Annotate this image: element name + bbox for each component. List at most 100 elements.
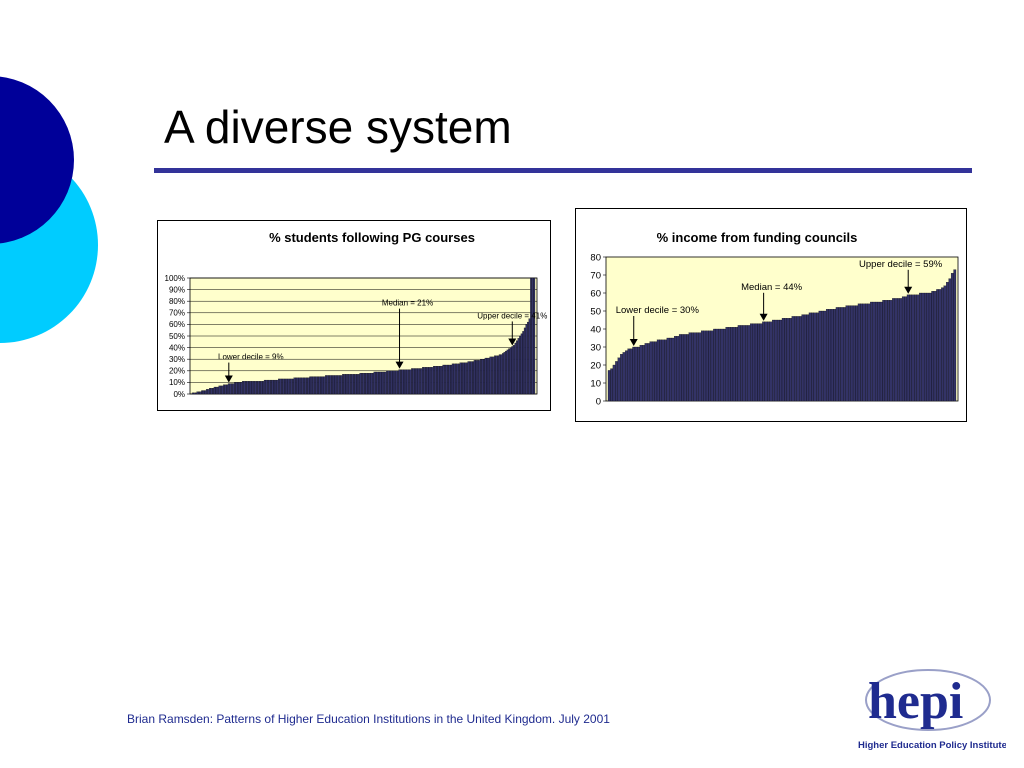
bar — [273, 379, 276, 395]
bar — [659, 339, 663, 402]
bar — [459, 362, 462, 395]
bar — [315, 376, 318, 395]
bar — [509, 347, 512, 395]
y-tick-label: 40% — [169, 343, 185, 352]
bar — [715, 328, 719, 402]
y-tick-label: 20% — [169, 367, 185, 376]
bar — [376, 371, 379, 395]
bar — [769, 321, 773, 402]
bar — [408, 369, 410, 395]
bar — [362, 372, 365, 395]
bar — [251, 381, 254, 395]
bar — [752, 323, 756, 402]
bar — [403, 369, 406, 395]
bar — [754, 323, 758, 402]
bar — [351, 374, 354, 395]
bar — [779, 319, 783, 402]
bar — [268, 379, 271, 395]
bar — [533, 277, 536, 395]
bar — [212, 388, 215, 395]
bar — [527, 321, 529, 395]
bar — [786, 318, 790, 402]
y-tick-label: 80% — [169, 297, 185, 306]
annotation-arrowhead — [629, 339, 638, 346]
bar — [224, 384, 227, 395]
bar — [495, 355, 498, 395]
bar — [359, 372, 362, 395]
annotation-arrowhead — [904, 286, 913, 294]
bar — [243, 381, 246, 395]
bar — [342, 374, 345, 395]
bar — [681, 334, 685, 402]
bar — [892, 298, 895, 402]
bar — [465, 362, 468, 395]
bar — [512, 345, 515, 395]
bar — [201, 390, 204, 395]
annotation-label: Median = 44% — [741, 282, 803, 293]
bar — [241, 381, 244, 395]
bar — [894, 298, 898, 402]
bar — [448, 364, 451, 395]
bar — [288, 378, 291, 395]
funding-income-chart-svg: % income from funding councils 0 10 20 30 40 5… — [590, 230, 959, 407]
bar — [622, 352, 626, 402]
bar — [397, 370, 399, 395]
bar — [215, 386, 218, 395]
bar — [221, 385, 224, 395]
bar — [392, 370, 395, 395]
bar — [517, 338, 520, 395]
bar — [718, 328, 721, 402]
bar — [674, 336, 677, 402]
bar — [428, 367, 431, 395]
bar — [615, 361, 618, 402]
bar — [740, 325, 743, 402]
bar — [249, 381, 252, 395]
bar — [202, 390, 205, 395]
bar — [816, 312, 819, 402]
bar — [191, 392, 194, 395]
bar — [669, 337, 672, 402]
annotation-arrowhead — [759, 313, 768, 321]
bar — [705, 330, 709, 402]
bar — [292, 378, 294, 395]
bar — [808, 312, 812, 402]
bar — [431, 367, 434, 395]
bar — [823, 310, 827, 402]
bar — [411, 368, 413, 395]
bar — [950, 273, 954, 402]
bar — [914, 294, 917, 402]
bar — [356, 374, 359, 395]
bar — [799, 316, 802, 402]
bar — [501, 353, 504, 395]
bar — [226, 384, 229, 395]
bar — [467, 361, 470, 395]
bar — [676, 336, 680, 402]
bar — [629, 348, 633, 402]
bar — [481, 359, 484, 395]
bar — [911, 294, 915, 402]
bar — [437, 366, 440, 395]
bar — [453, 363, 456, 395]
bar — [381, 371, 384, 395]
bar — [196, 391, 199, 395]
bar — [696, 332, 699, 402]
bar — [404, 369, 407, 395]
bar — [209, 388, 211, 395]
bar — [259, 381, 262, 395]
bar — [445, 364, 448, 395]
bar — [263, 379, 266, 395]
bar — [928, 292, 932, 402]
bar — [830, 309, 834, 402]
bar — [698, 332, 702, 402]
bar — [260, 381, 263, 395]
bar — [693, 332, 697, 402]
bar — [811, 312, 814, 402]
bar — [309, 376, 312, 395]
bar — [791, 316, 795, 402]
bar — [475, 360, 478, 395]
bar — [375, 371, 377, 395]
bar — [320, 376, 323, 395]
bar — [318, 376, 321, 395]
bar — [484, 357, 487, 395]
bar — [759, 323, 763, 402]
